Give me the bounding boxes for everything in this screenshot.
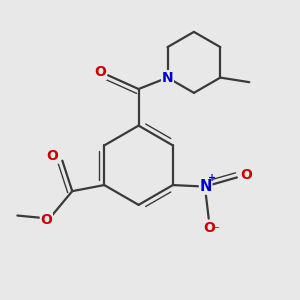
Text: O: O xyxy=(203,221,214,236)
Text: N: N xyxy=(162,70,173,85)
Text: ⁻: ⁻ xyxy=(213,225,219,235)
Text: O: O xyxy=(46,149,58,163)
Text: O: O xyxy=(40,213,52,227)
Text: O: O xyxy=(94,65,106,79)
Text: +: + xyxy=(208,173,217,183)
Text: N: N xyxy=(200,179,212,194)
Text: O: O xyxy=(240,168,252,182)
